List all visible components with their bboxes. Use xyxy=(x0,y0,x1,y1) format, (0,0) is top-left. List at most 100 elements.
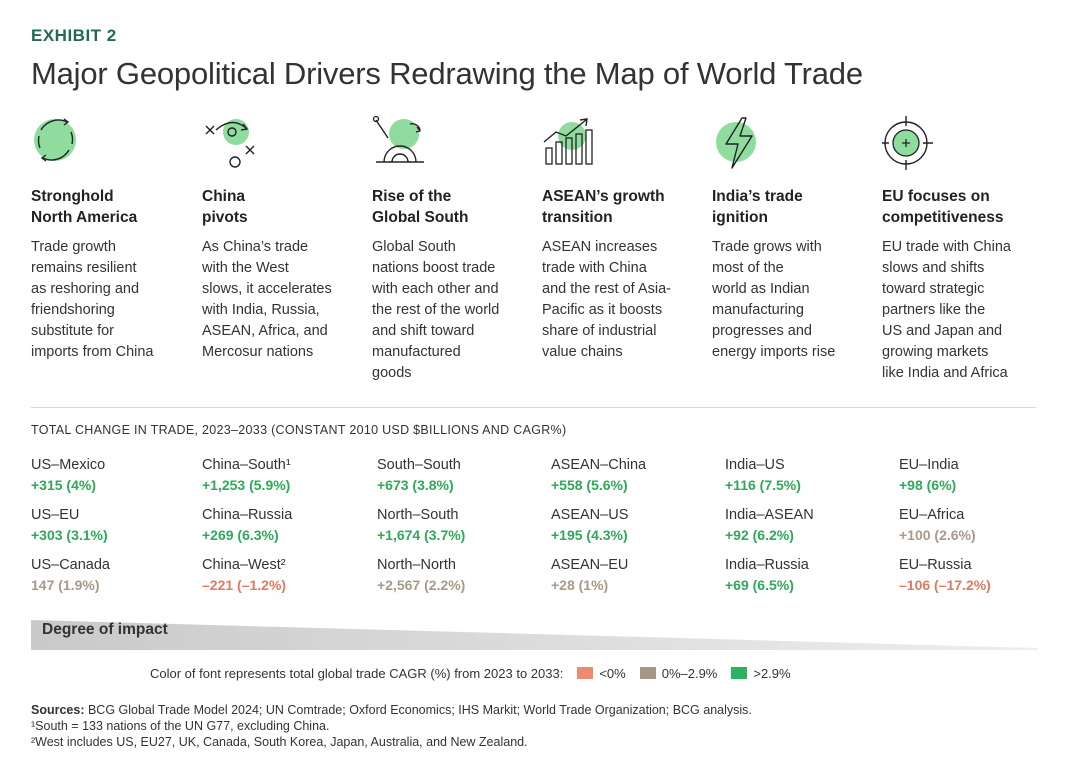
trade-pair-cell: EU–Russia –106 (–17.2%) xyxy=(899,555,1064,595)
trade-pair-label: EU–India xyxy=(899,457,959,473)
impact-label: Degree of impact xyxy=(42,621,168,638)
driver-rise-global-south: Rise of the Global South Global South na… xyxy=(372,112,534,384)
trade-pair-cell: ASEAN–US +195 (4.3%) xyxy=(551,505,716,545)
trade-pair-label: ASEAN–US xyxy=(551,507,629,523)
trade-pair-cell: China–South¹ +1,253 (5.9%) xyxy=(202,455,367,495)
sources-text: BCG Global Trade Model 2024; UN Comtrade… xyxy=(84,703,752,717)
strategy-play-icon xyxy=(205,119,255,168)
trade-pair-cell: EU–Africa +100 (2.6%) xyxy=(899,505,1064,545)
trade-pair-value: +69 (6.5%) xyxy=(725,577,794,593)
trade-pair-cell: ASEAN–China +558 (5.6%) xyxy=(551,455,716,495)
driver-india-ignition: India’s trade ignition Trade grows with … xyxy=(712,112,874,363)
exhibit-label: EXHIBIT 2 xyxy=(31,26,117,45)
lightning-icon xyxy=(716,117,756,169)
sources-block: Sources: BCG Global Trade Model 2024; UN… xyxy=(31,702,752,750)
driver-asean-growth: ASEAN’s growth transition ASEAN increase… xyxy=(542,112,704,363)
trade-pair-value: +100 (2.6%) xyxy=(899,527,976,543)
trade-pair-label: US–Canada xyxy=(31,557,110,573)
trade-pair-value: +315 (4%) xyxy=(31,477,96,493)
trade-pair-cell: India–Russia +69 (6.5%) xyxy=(725,555,890,595)
driver-heading: Stronghold North America xyxy=(31,188,138,226)
trade-pair-value: +195 (4.3%) xyxy=(551,527,628,543)
trade-pair-value: +28 (1%) xyxy=(551,577,609,593)
cycle-circle-icon xyxy=(34,118,76,162)
legend-label: 0%–2.9% xyxy=(661,665,718,681)
driver-eu-competitiveness: EU focuses on competitiveness EU trade w… xyxy=(882,112,1044,384)
trade-pair-label: India–US xyxy=(725,457,785,473)
trade-pair-value: +1,253 (5.9%) xyxy=(202,477,291,493)
driver-heading: EU focuses on competitiveness xyxy=(882,188,1004,226)
trade-pair-value: +2,567 (2.2%) xyxy=(377,577,466,593)
trade-pair-value: +303 (3.1%) xyxy=(31,527,108,543)
trade-pair-label: EU–Africa xyxy=(899,507,965,523)
trade-pair-cell: China–Russia +269 (6.3%) xyxy=(202,505,367,545)
trade-pair-value: +673 (3.8%) xyxy=(377,477,454,493)
trade-pair-label: India–Russia xyxy=(725,557,809,573)
trade-pair-value: 147 (1.9%) xyxy=(31,577,100,593)
trade-pair-cell: India–ASEAN +92 (6.2%) xyxy=(725,505,890,545)
trade-pair-label: South–South xyxy=(377,457,461,473)
footnote-south: ¹South = 133 nations of the UN G77, excl… xyxy=(31,719,330,733)
sources-label: Sources: xyxy=(31,703,85,717)
trade-pair-label: North–South xyxy=(377,507,459,523)
trade-pair-value: +269 (6.3%) xyxy=(202,527,279,543)
trade-pair-cell: US–Canada 147 (1.9%) xyxy=(31,555,196,595)
trade-pair-cell: ASEAN–EU +28 (1%) xyxy=(551,555,716,595)
trade-pair-cell: North–North +2,567 (2.2%) xyxy=(377,555,542,595)
legend-swatch-high xyxy=(731,667,748,679)
legend-swatch-negative xyxy=(577,667,594,679)
drivers-row: Stronghold North America Trade growth re… xyxy=(31,112,1041,402)
trade-pair-label: China–Russia xyxy=(202,507,293,523)
growth-chart-icon xyxy=(543,118,593,165)
trade-pair-value: +1,674 (3.7%) xyxy=(377,527,466,543)
target-icon xyxy=(882,116,933,170)
driver-description: ASEAN increases trade with China and the… xyxy=(542,239,671,360)
driver-description: Trade growth remains resilient as reshor… xyxy=(31,239,154,360)
driver-heading: Rise of the Global South xyxy=(372,188,469,226)
trade-pair-label: US–EU xyxy=(31,507,80,523)
trade-pair-value: –221 (–1.2%) xyxy=(202,577,287,593)
trade-pair-value: +92 (6.2%) xyxy=(725,527,794,543)
legend: Color of font represents total global tr… xyxy=(150,663,791,683)
driver-heading: ASEAN’s growth transition xyxy=(542,188,665,226)
legend-item-high: >2.9% xyxy=(731,665,791,681)
trade-pair-cell: South–South +673 (3.8%) xyxy=(377,455,542,495)
trade-pair-label: North–North xyxy=(377,557,456,573)
trade-pair-label: EU–Russia xyxy=(899,557,972,573)
driver-description: Trade grows with most of the world as In… xyxy=(712,239,836,360)
trade-pair-label: China–South¹ xyxy=(202,457,291,473)
driver-description: EU trade with China slows and shifts tow… xyxy=(882,239,1011,381)
driver-description: Global South nations boost trade with ea… xyxy=(372,239,500,381)
driver-heading: India’s trade ignition xyxy=(712,188,803,226)
trade-pair-cell: India–US +116 (7.5%) xyxy=(725,455,890,495)
footnote-west: ²West includes US, EU27, UK, Canada, Sou… xyxy=(31,735,528,749)
driver-stronghold-north-america: Stronghold North America Trade growth re… xyxy=(31,112,193,363)
trade-pair-value: –106 (–17.2%) xyxy=(899,577,991,593)
legend-label: >2.9% xyxy=(753,665,791,681)
trade-pair-cell: China–West² –221 (–1.2%) xyxy=(202,555,367,595)
legend-label: <0% xyxy=(599,665,626,681)
trade-pair-value: +116 (7.5%) xyxy=(725,477,801,493)
legend-item-moderate: 0%–2.9% xyxy=(639,665,718,681)
trade-pair-value: +558 (5.6%) xyxy=(551,477,628,493)
matrix-title: TOTAL CHANGE IN TRADE, 2023–2033 (CONSTA… xyxy=(31,423,567,437)
rising-sun-icon xyxy=(372,115,424,163)
trade-pair-label: China–West² xyxy=(202,557,286,573)
legend-item-negative: <0% xyxy=(577,665,626,681)
trade-pair-label: India–ASEAN xyxy=(725,507,814,523)
sources-line: Sources: BCG Global Trade Model 2024; UN… xyxy=(31,702,752,718)
impact-gradient-bar xyxy=(31,620,1037,650)
driver-heading: China pivots xyxy=(202,188,248,226)
legend-swatch-moderate xyxy=(639,667,656,679)
trade-pair-label: US–Mexico xyxy=(31,457,106,473)
section-divider xyxy=(31,407,1036,408)
driver-china-pivots: China pivots As China’s trade with the W… xyxy=(202,112,364,363)
legend-caption: Color of font represents total global tr… xyxy=(150,665,564,681)
trade-pair-label: ASEAN–China xyxy=(551,457,647,473)
trade-pair-cell: US–Mexico +315 (4%) xyxy=(31,455,196,495)
trade-pair-cell: EU–India +98 (6%) xyxy=(899,455,1064,495)
page-title: Major Geopolitical Drivers Redrawing the… xyxy=(31,56,863,91)
trade-pair-cell: North–South +1,674 (3.7%) xyxy=(377,505,542,545)
trade-pair-cell: US–EU +303 (3.1%) xyxy=(31,505,196,545)
driver-description: As China’s trade with the West slows, it… xyxy=(202,239,332,360)
